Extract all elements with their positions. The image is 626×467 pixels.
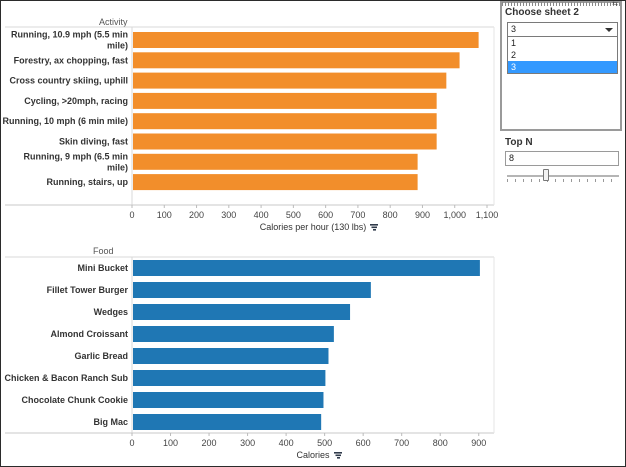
food-category-label: Chocolate Chunk Cookie [21, 395, 128, 405]
sort-icon-bar [373, 229, 376, 231]
activity-bar [133, 174, 418, 191]
food-category-label: Fillet Tower Burger [47, 285, 129, 295]
activity-tick-label: 300 [221, 210, 236, 220]
sheet-select-value: 3 [511, 24, 517, 34]
sort-icon[interactable] [334, 452, 342, 459]
food-category-label: Big Mac [93, 417, 128, 427]
food-bar [133, 348, 329, 364]
activity-category-label: Running, 10.9 mph (5.5 min [11, 30, 128, 40]
activity-category-label: Skin diving, fast [59, 137, 128, 147]
activity-bar [133, 92, 437, 109]
sheet-option[interactable]: 3 [508, 61, 617, 73]
activity-category-label: Forestry, ax chopping, fast [14, 55, 128, 65]
activity-bar [133, 72, 447, 89]
sheet-select[interactable]: 3 [507, 22, 618, 37]
activity-x-axis-title: Calories per hour (130 lbs) [260, 222, 367, 232]
food-category-label: Chicken & Bacon Ranch Sub [4, 373, 128, 383]
food-category-label: Garlic Bread [74, 351, 128, 361]
activity-bar [133, 113, 437, 130]
activity-tick-label: 0 [129, 210, 134, 220]
top-n-slider-ticks [507, 179, 619, 182]
sheet-selector-title: Choose sheet 2 [505, 7, 579, 18]
food-tick-label: 200 [202, 438, 217, 448]
sheet-option[interactable]: 2 [511, 50, 517, 60]
food-bar [133, 370, 326, 386]
activity-tick-label: 1,000 [443, 210, 466, 220]
drag-handle-icon[interactable] [502, 2, 620, 6]
food-tick-label: 900 [471, 438, 486, 448]
activity-tick-label: 200 [189, 210, 204, 220]
food-tick-label: 700 [394, 438, 409, 448]
top-n-slider-track[interactable] [507, 175, 619, 177]
activity-category-label: mile) [107, 162, 128, 172]
activity-bar [133, 153, 418, 170]
activity-tick-label: 500 [286, 210, 301, 220]
chevron-down-icon[interactable] [605, 28, 613, 32]
food-tick-label: 500 [317, 438, 332, 448]
top-n-slider-thumb[interactable] [543, 169, 550, 181]
activity-bar [133, 133, 437, 150]
sort-icon-bar [337, 457, 340, 459]
food-panel-title: Food [93, 246, 114, 256]
sort-icon-bar [334, 452, 342, 454]
food-calories-chart: Mini Bucket Fillet Tower Burger Wedges Almo… [4, 256, 495, 460]
sort-icon-bar [370, 224, 378, 226]
activity-tick-label: 800 [383, 210, 398, 220]
food-tick-label: 100 [163, 438, 178, 448]
activity-category-label: Running, stairs, up [46, 177, 128, 187]
sort-icon-bar [371, 226, 377, 229]
food-category-label: Wedges [94, 307, 128, 317]
activity-panel-title: Activity [99, 17, 128, 27]
food-bar [133, 260, 480, 276]
activity-calories-chart: Running, 10.9 mph (5.5 minmile)Forestry,… [2, 26, 499, 232]
activity-category-label: Running, 9 mph (6.5 min [23, 151, 128, 161]
food-tick-label: 300 [240, 438, 255, 448]
activity-tick-label: 400 [254, 210, 269, 220]
activity-tick-label: 900 [415, 210, 430, 220]
activity-category-label: Cycling, >20mph, racing [24, 96, 128, 106]
activity-category-label: Cross country skiing, uphill [9, 76, 128, 86]
activity-bar [133, 52, 460, 69]
food-category-label: Mini Bucket [77, 263, 128, 273]
food-bar [133, 392, 324, 408]
sheet-option[interactable]: 1 [511, 38, 517, 48]
food-tick-label: 400 [279, 438, 294, 448]
food-category-label: Almond Croissant [50, 329, 128, 339]
activity-tick-label: 600 [318, 210, 333, 220]
food-bar [133, 282, 371, 298]
activity-tick-label: 100 [157, 210, 172, 220]
activity-tick-label: 1,100 [476, 210, 499, 220]
food-bar [133, 326, 334, 342]
food-tick-label: 600 [356, 438, 371, 448]
top-n-input[interactable]: 8 [505, 151, 619, 166]
activity-category-label: mile) [107, 41, 128, 51]
food-tick-label: 800 [433, 438, 448, 448]
food-bar [133, 304, 351, 320]
sort-icon[interactable] [370, 224, 378, 231]
activity-tick-label: 700 [350, 210, 365, 220]
activity-category-label: Running, 10 mph (6 min mile) [2, 116, 128, 126]
move-icon[interactable]: ⇆ [612, 1, 618, 8]
food-tick-label: 0 [129, 438, 134, 448]
top-n-title: Top N [505, 137, 533, 148]
activity-bar [133, 32, 479, 48]
sort-icon-bar [335, 454, 341, 457]
food-bar [133, 414, 322, 430]
food-x-axis-title: Calories [296, 450, 330, 460]
